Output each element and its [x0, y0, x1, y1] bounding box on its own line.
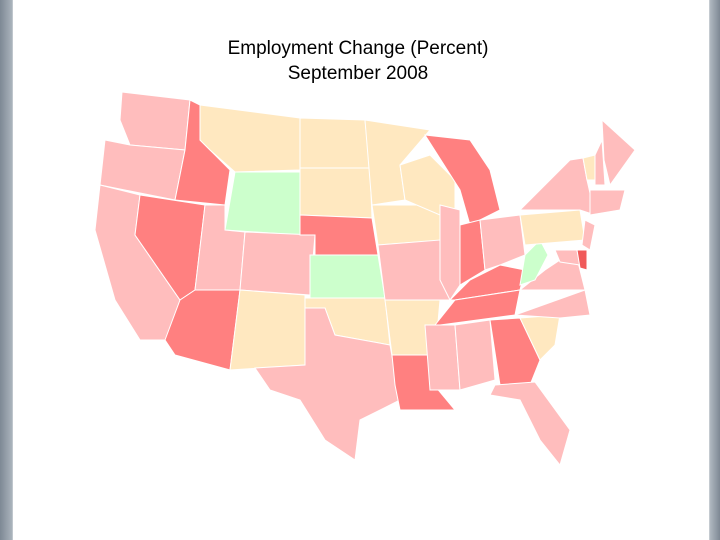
state [99, 139, 186, 201]
state [309, 254, 386, 299]
state [581, 219, 596, 251]
state [479, 214, 526, 271]
state [489, 381, 571, 467]
state [576, 249, 588, 271]
state [119, 91, 191, 151]
state [377, 239, 451, 301]
state [439, 204, 461, 301]
states [94, 91, 636, 467]
map-title: Employment Change (Percent) [227, 38, 489, 59]
state [299, 167, 373, 219]
map-subtitle: September 2008 [287, 63, 429, 84]
state [594, 139, 606, 186]
state [519, 209, 586, 246]
state [299, 117, 371, 169]
state [254, 307, 401, 461]
state [518, 157, 596, 216]
state [514, 289, 591, 319]
state [601, 118, 636, 187]
state [239, 231, 316, 296]
state [424, 134, 501, 226]
state [229, 289, 306, 371]
state [424, 324, 461, 391]
state [224, 171, 301, 236]
state [454, 319, 496, 391]
state [589, 189, 626, 216]
